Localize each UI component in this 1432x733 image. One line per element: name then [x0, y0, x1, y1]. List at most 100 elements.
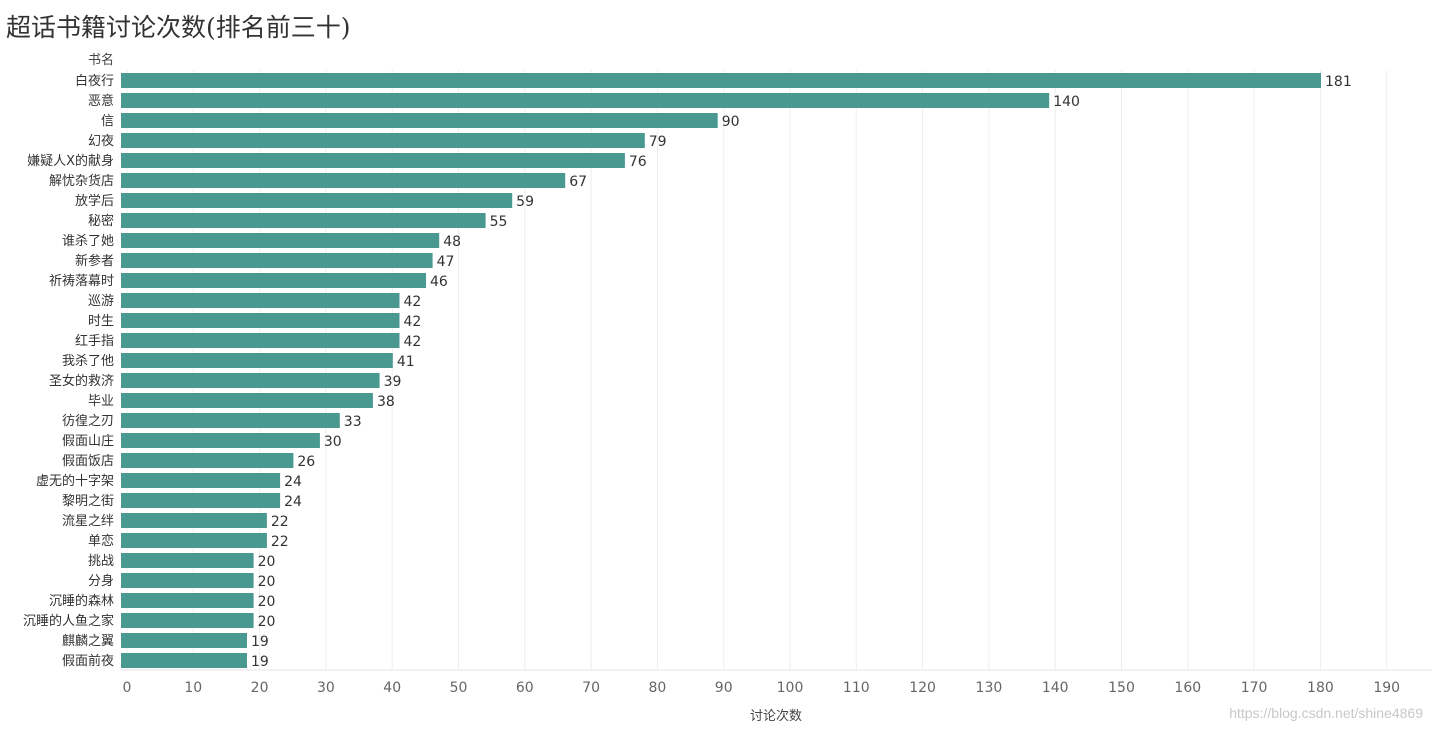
bar	[121, 373, 380, 388]
x-tick-label: 50	[450, 680, 468, 696]
category-label: 虚无的十字架	[36, 473, 114, 489]
category-label: 恶意	[88, 93, 114, 109]
bar	[121, 533, 267, 548]
value-label: 181	[1325, 74, 1352, 90]
x-tick-label: 30	[317, 680, 335, 696]
x-tick-labels: 0 10 20 30 40 50 60 70 80 90 100 110 120 130 140 150 160…	[123, 680, 1401, 696]
category-label: 假面前夜	[62, 653, 114, 669]
category-labels: 白夜行恶意信幻夜嫌疑人X的献身解忧杂货店放学后秘密谁杀了她新参者祈祷落幕时巡游时…	[23, 73, 114, 669]
value-label: 39	[384, 374, 402, 390]
x-axis-title: 讨论次数	[750, 708, 802, 724]
x-tick-label: 120	[909, 680, 936, 696]
value-label: 55	[490, 214, 508, 230]
bar	[121, 233, 440, 248]
category-label: 信	[101, 114, 114, 129]
x-tick-label: 180	[1307, 680, 1334, 696]
value-label: 26	[297, 454, 315, 470]
value-label: 48	[443, 234, 461, 250]
bar	[121, 513, 267, 528]
value-label: 24	[284, 494, 302, 510]
category-label: 我杀了他	[62, 354, 114, 369]
category-label: 流星之绊	[62, 514, 114, 529]
category-axis-title: 书名	[88, 52, 114, 68]
grid-lines	[121, 70, 1432, 671]
x-tick-label: 150	[1108, 680, 1135, 696]
x-tick-label: 10	[184, 680, 202, 696]
value-label: 41	[397, 354, 415, 370]
bar	[121, 93, 1050, 108]
x-tick-label: 0	[123, 680, 132, 696]
category-label: 谁杀了她	[62, 234, 114, 249]
x-tick-label: 90	[715, 680, 733, 696]
category-label: 沉睡的人鱼之家	[23, 613, 114, 629]
category-label: 挑战	[88, 554, 114, 569]
value-label: 19	[251, 634, 269, 650]
category-label: 幻夜	[88, 134, 114, 149]
x-tick-label: 110	[843, 680, 870, 696]
category-label: 红手指	[75, 333, 114, 349]
category-label: 彷徨之刃	[62, 413, 114, 429]
bar	[121, 613, 254, 628]
x-tick-label: 80	[648, 680, 666, 696]
value-label: 59	[516, 194, 534, 210]
category-label: 白夜行	[75, 73, 114, 89]
category-label: 秘密	[88, 213, 114, 229]
value-label: 46	[430, 274, 448, 290]
bar	[121, 133, 645, 148]
bar	[121, 633, 247, 648]
bar	[121, 473, 281, 488]
category-label: 圣女的救济	[49, 373, 114, 389]
value-label: 42	[403, 294, 421, 310]
x-tick-label: 190	[1373, 680, 1400, 696]
bar	[121, 413, 340, 428]
value-label: 67	[569, 174, 587, 190]
category-label: 沉睡的森林	[49, 593, 114, 609]
category-label: 嫌疑人X的献身	[27, 153, 114, 169]
bar	[121, 653, 247, 668]
bar	[121, 113, 718, 128]
bar	[121, 273, 426, 288]
bar	[121, 293, 400, 308]
value-label: 42	[403, 334, 421, 350]
x-tick-label: 140	[1042, 680, 1069, 696]
bar	[121, 333, 400, 348]
value-label: 19	[251, 654, 269, 670]
value-label: 24	[284, 474, 302, 490]
value-label: 22	[271, 514, 289, 530]
bar	[121, 353, 393, 368]
bars	[121, 73, 1321, 668]
bar	[121, 573, 254, 588]
bar	[121, 153, 625, 168]
value-label: 20	[258, 594, 276, 610]
x-tick-label: 130	[976, 680, 1003, 696]
category-label: 新参者	[75, 253, 114, 269]
category-label: 时生	[88, 314, 114, 329]
category-label: 祈祷落幕时	[49, 273, 114, 289]
category-label: 单恋	[88, 533, 114, 549]
bar	[121, 313, 400, 328]
category-label: 解忧杂货店	[49, 173, 114, 189]
category-label: 假面山庄	[62, 433, 114, 449]
value-label: 20	[258, 574, 276, 590]
x-tick-label: 40	[383, 680, 401, 696]
x-tick-label: 20	[251, 680, 269, 696]
category-label: 巡游	[88, 294, 114, 309]
value-label: 47	[437, 254, 455, 270]
bar	[121, 193, 513, 208]
bar	[121, 173, 566, 188]
value-label: 20	[258, 554, 276, 570]
value-label: 90	[722, 114, 740, 130]
value-label: 38	[377, 394, 395, 410]
bar	[121, 253, 433, 268]
value-label: 22	[271, 534, 289, 550]
bar	[121, 593, 254, 608]
watermark: https://blog.csdn.net/shine4869	[1229, 705, 1423, 721]
bar	[121, 493, 281, 508]
category-label: 假面饭店	[62, 454, 114, 469]
category-label: 放学后	[75, 193, 114, 209]
value-label: 79	[649, 134, 667, 150]
category-label: 黎明之街	[62, 494, 114, 509]
value-label: 20	[258, 614, 276, 630]
bar	[121, 433, 320, 448]
